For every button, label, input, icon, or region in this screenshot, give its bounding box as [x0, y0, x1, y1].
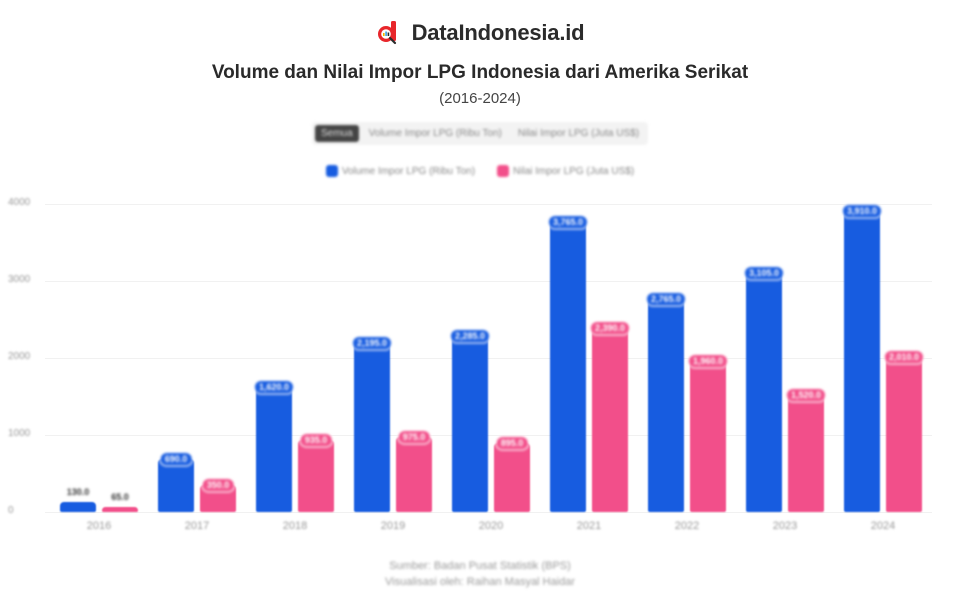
filter-value-button[interactable]: Nilai Impor LPG (Juta US$): [512, 125, 645, 142]
gridline: [45, 512, 932, 513]
x-axis-tick: 2022: [674, 520, 700, 532]
legend-item-volume[interactable]: Volume Impor LPG (Ribu Ton): [325, 165, 476, 177]
bar-value[interactable]: [886, 357, 922, 512]
gridline: [45, 281, 932, 282]
y-axis-tick: 2000: [8, 351, 31, 362]
data-label: 1,520.0: [786, 388, 826, 401]
x-axis-tick: 2018: [282, 520, 308, 532]
bar-chart: 0 1000 2000 3000 4000 130.0 65.0 2016 690.0 350.0…: [0, 190, 960, 540]
bar-value[interactable]: [690, 361, 726, 512]
data-label: 3,105.0: [744, 266, 784, 279]
chart-legend: Volume Impor LPG (Ribu Ton) Nilai Impor …: [0, 165, 960, 177]
x-axis-tick: 2019: [380, 520, 406, 532]
data-label: 2,390.0: [590, 321, 630, 334]
data-label: 2,010.0: [884, 351, 924, 364]
chart-title: Volume dan Nilai Impor LPG Indonesia dar…: [211, 62, 749, 83]
data-label: 350.0: [202, 479, 234, 492]
gridline: [45, 358, 932, 359]
filter-volume-button[interactable]: Volume Impor LPG (Ribu Ton): [363, 125, 508, 142]
legend-swatch-volume: [325, 165, 338, 177]
gridline: [45, 204, 932, 205]
bar-volume[interactable]: [158, 458, 194, 512]
bar-value[interactable]: [592, 327, 628, 512]
x-axis-tick: 2021: [576, 520, 602, 532]
credit-note: Visualisasi oleh: Raihan Masyal Haidar: [385, 576, 575, 588]
y-axis-tick: 1000: [8, 428, 31, 439]
legend-label-volume: Volume Impor LPG (Ribu Ton): [341, 165, 476, 177]
filter-bar: Semua Volume Impor LPG (Ribu Ton) Nilai …: [311, 122, 649, 145]
chart-footer: Sumber: Badan Pusat Statistik (BPS) Visu…: [0, 558, 960, 590]
data-label: 1,620.0: [254, 381, 294, 394]
bar-volume[interactable]: [648, 299, 684, 512]
x-axis-tick: 2017: [184, 520, 210, 532]
y-axis-tick: 0: [8, 505, 14, 516]
bar-volume[interactable]: [844, 210, 880, 512]
bar-volume[interactable]: [550, 222, 586, 512]
x-axis-tick: 2016: [86, 520, 112, 532]
brand: DataIndonesia.id: [0, 20, 960, 46]
data-label: 130.0: [66, 486, 90, 497]
bar-volume[interactable]: [354, 342, 390, 512]
bar-value[interactable]: [788, 394, 824, 512]
gridline: [45, 435, 932, 436]
bar-volume[interactable]: [746, 272, 782, 512]
y-axis-tick: 4000: [8, 197, 31, 208]
bar-value[interactable]: [102, 506, 138, 512]
x-axis-tick: 2020: [478, 520, 504, 532]
bar-volume[interactable]: [452, 336, 488, 512]
brand-name: DataIndonesia.id: [411, 20, 585, 45]
legend-label-value: Nilai Impor LPG (Juta US$): [513, 165, 635, 177]
y-axis-tick: 3000: [8, 274, 31, 285]
bar-volume[interactable]: [60, 501, 96, 512]
x-axis-tick: 2023: [772, 520, 798, 532]
x-axis-tick: 2024: [870, 520, 896, 532]
data-label: 2,765.0: [646, 293, 686, 306]
data-label: 1,960.0: [688, 355, 728, 368]
chart-subtitle: (2016-2024): [439, 90, 521, 107]
bar-value[interactable]: [494, 443, 530, 512]
legend-swatch-value: [497, 165, 510, 177]
legend-item-value[interactable]: Nilai Impor LPG (Juta US$): [497, 165, 634, 177]
source-note: Sumber: Badan Pusat Statistik (BPS): [389, 560, 571, 572]
data-label: 2,195.0: [352, 336, 392, 349]
bar-volume[interactable]: [256, 387, 292, 512]
bar-value[interactable]: [396, 436, 432, 512]
data-label: 895.0: [496, 437, 528, 450]
data-label: 690.0: [160, 452, 192, 465]
data-label: 975.0: [398, 430, 430, 443]
bar-value[interactable]: [298, 440, 334, 512]
series-filter: Semua Volume Impor LPG (Ribu Ton) Nilai …: [0, 122, 960, 145]
data-label: 3,910.0: [842, 204, 882, 217]
data-label: 935.0: [300, 434, 332, 446]
magnifier-d-logo-icon: [376, 20, 402, 46]
data-label: 3,765.0: [548, 216, 588, 229]
data-label: 2,285.0: [450, 330, 490, 343]
data-label: 65.0: [111, 491, 129, 502]
filter-all-button[interactable]: Semua: [314, 125, 359, 142]
